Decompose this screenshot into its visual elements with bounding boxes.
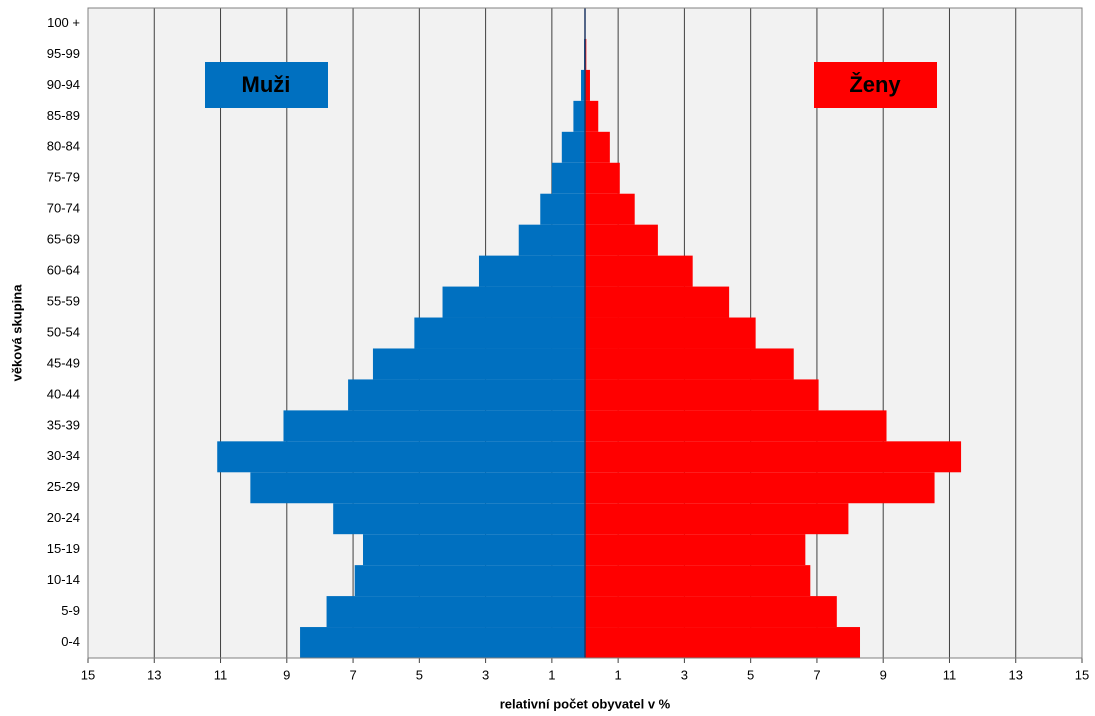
y-tick-label: 20-24 [47,510,80,525]
bar [585,627,861,658]
y-tick-label: 50-54 [47,324,80,339]
bar [585,286,730,318]
y-axis-title: věková skupina [9,284,24,382]
bar [585,348,794,380]
y-tick-label: 100 + [47,15,80,30]
bar [250,472,585,504]
bar [585,193,635,225]
y-tick-label: 15-19 [47,541,80,556]
x-tick-label: 11 [943,667,957,682]
bar [414,317,585,349]
x-tick-label: 7 [349,667,356,682]
bar [478,255,585,287]
x-tick-label: 3 [681,667,688,682]
x-tick-label: 5 [747,667,754,682]
bar [585,534,806,566]
bar [585,565,811,597]
bar [585,69,590,101]
x-axis-title: relativní počet obyvatel v % [500,696,671,711]
bar [585,472,935,504]
bar [581,69,585,101]
legend-swatch [205,62,328,108]
bar [540,193,585,225]
y-tick-label: 25-29 [47,479,80,494]
y-tick-label: 70-74 [47,201,80,216]
y-tick-label: 60-64 [47,263,80,278]
y-tick-label: 40-44 [47,386,80,401]
y-tick-label: 90-94 [47,77,80,92]
x-tick-label: 3 [482,667,489,682]
x-tick-label: 15 [1075,667,1089,682]
y-tick-label: 35-39 [47,417,80,432]
y-tick-label: 0-4 [61,634,80,649]
x-tick-label: 15 [81,667,95,682]
legend-swatch [814,62,937,108]
bar [585,503,849,535]
bar [442,286,585,318]
bar [518,224,585,256]
x-tick-label: 13 [1008,667,1022,682]
legend-label: Ženy [849,72,901,97]
y-tick-label: 85-89 [47,108,80,123]
y-tick-label: 80-84 [47,139,80,154]
bar [217,441,585,473]
bar [363,534,585,566]
bar [585,596,837,628]
x-tick-label: 9 [880,667,887,682]
bar [585,100,599,132]
y-tick-label: 65-69 [47,232,80,247]
y-tick-label: 30-34 [47,448,80,463]
bar [333,503,585,535]
bar [561,131,585,163]
x-tick-label: 11 [214,667,228,682]
bar [585,162,620,194]
bar [372,348,585,380]
x-tick-label: 1 [548,667,555,682]
y-tick-label: 10-14 [47,572,80,587]
bar [354,565,585,597]
x-tick-label: 7 [813,667,820,682]
x-tick-label: 5 [416,667,423,682]
bar [300,627,585,658]
bar [585,224,658,256]
plot-border [87,7,1083,659]
y-tick-label: 95-99 [47,46,80,61]
bar [573,100,585,132]
bar [585,131,610,163]
y-tick-label: 45-49 [47,355,80,370]
y-tick-label: 75-79 [47,170,80,185]
x-tick-label: 13 [147,667,161,682]
x-tick-label: 9 [283,667,290,682]
bar [348,379,585,411]
bar [585,441,962,473]
bar [585,410,887,442]
bar [551,162,585,194]
bar [283,410,585,442]
y-tick-label: 55-59 [47,293,80,308]
bar [326,596,585,628]
y-tick-label: 5-9 [61,603,80,618]
x-tick-label: 1 [615,667,622,682]
bar [585,379,819,411]
bar [585,255,693,287]
legend-label: Muži [242,72,291,97]
bar [585,317,756,349]
